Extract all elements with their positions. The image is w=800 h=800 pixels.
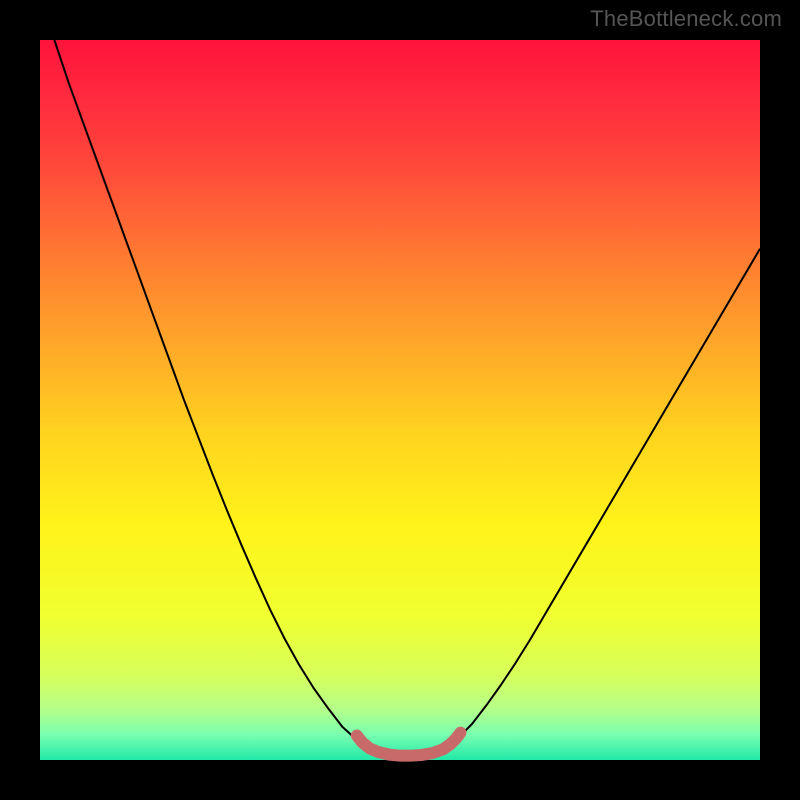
bottleneck-chart — [0, 0, 800, 800]
chart-stage: TheBottleneck.com — [0, 0, 800, 800]
